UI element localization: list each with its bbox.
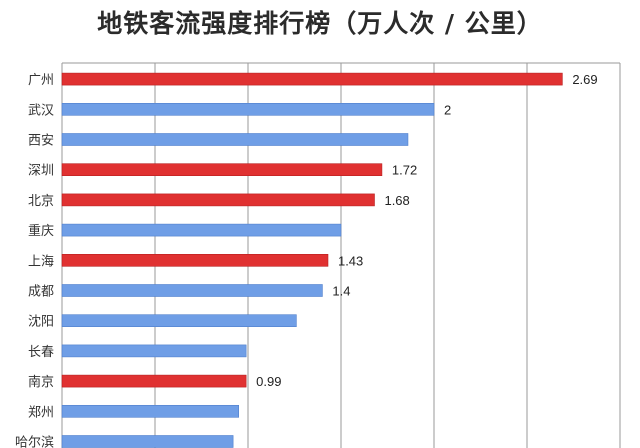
- bar-0: [61, 72, 563, 86]
- data-label: 1.68: [384, 193, 409, 208]
- bars: [61, 72, 563, 448]
- category-label: 哈尔滨: [15, 435, 54, 448]
- category-label: 重庆: [28, 223, 54, 239]
- bar-3: [61, 163, 383, 176]
- category-label: 长春: [28, 345, 54, 360]
- bar-4: [61, 193, 375, 207]
- bar-1: [61, 103, 435, 116]
- bar-11: [61, 404, 239, 418]
- bar-6: [61, 254, 329, 267]
- bar-10: [61, 374, 247, 388]
- data-label: 2.69: [572, 72, 597, 87]
- bar-8: [61, 314, 297, 328]
- category-label: 广州: [28, 73, 54, 88]
- data-label: 0.99: [256, 374, 281, 389]
- bar-9: [61, 344, 247, 358]
- category-label: 武汉: [28, 103, 54, 118]
- category-label: 西安: [28, 134, 54, 149]
- data-label: 2: [444, 102, 451, 117]
- bar-5: [61, 223, 342, 237]
- value-labels: 2.69 2 1.72 1.68 1.43 1.4 0.99: [256, 72, 598, 389]
- bar-7: [61, 284, 323, 297]
- category-label: 深圳: [28, 164, 54, 179]
- chart-title: 地铁客流强度排行榜（万人次 / 公里）: [97, 9, 543, 38]
- category-label: 郑州: [28, 405, 54, 420]
- category-label: 沈阳: [28, 315, 54, 330]
- bar-12: [61, 435, 234, 448]
- data-label: 1.72: [392, 163, 417, 178]
- bar-2: [61, 133, 409, 146]
- category-label: 成都: [28, 285, 54, 300]
- data-label: 1.4: [332, 284, 350, 299]
- category-label: 南京: [28, 374, 54, 390]
- data-label: 1.43: [338, 253, 363, 268]
- category-label: 北京: [28, 194, 54, 209]
- category-label: 上海: [28, 254, 54, 269]
